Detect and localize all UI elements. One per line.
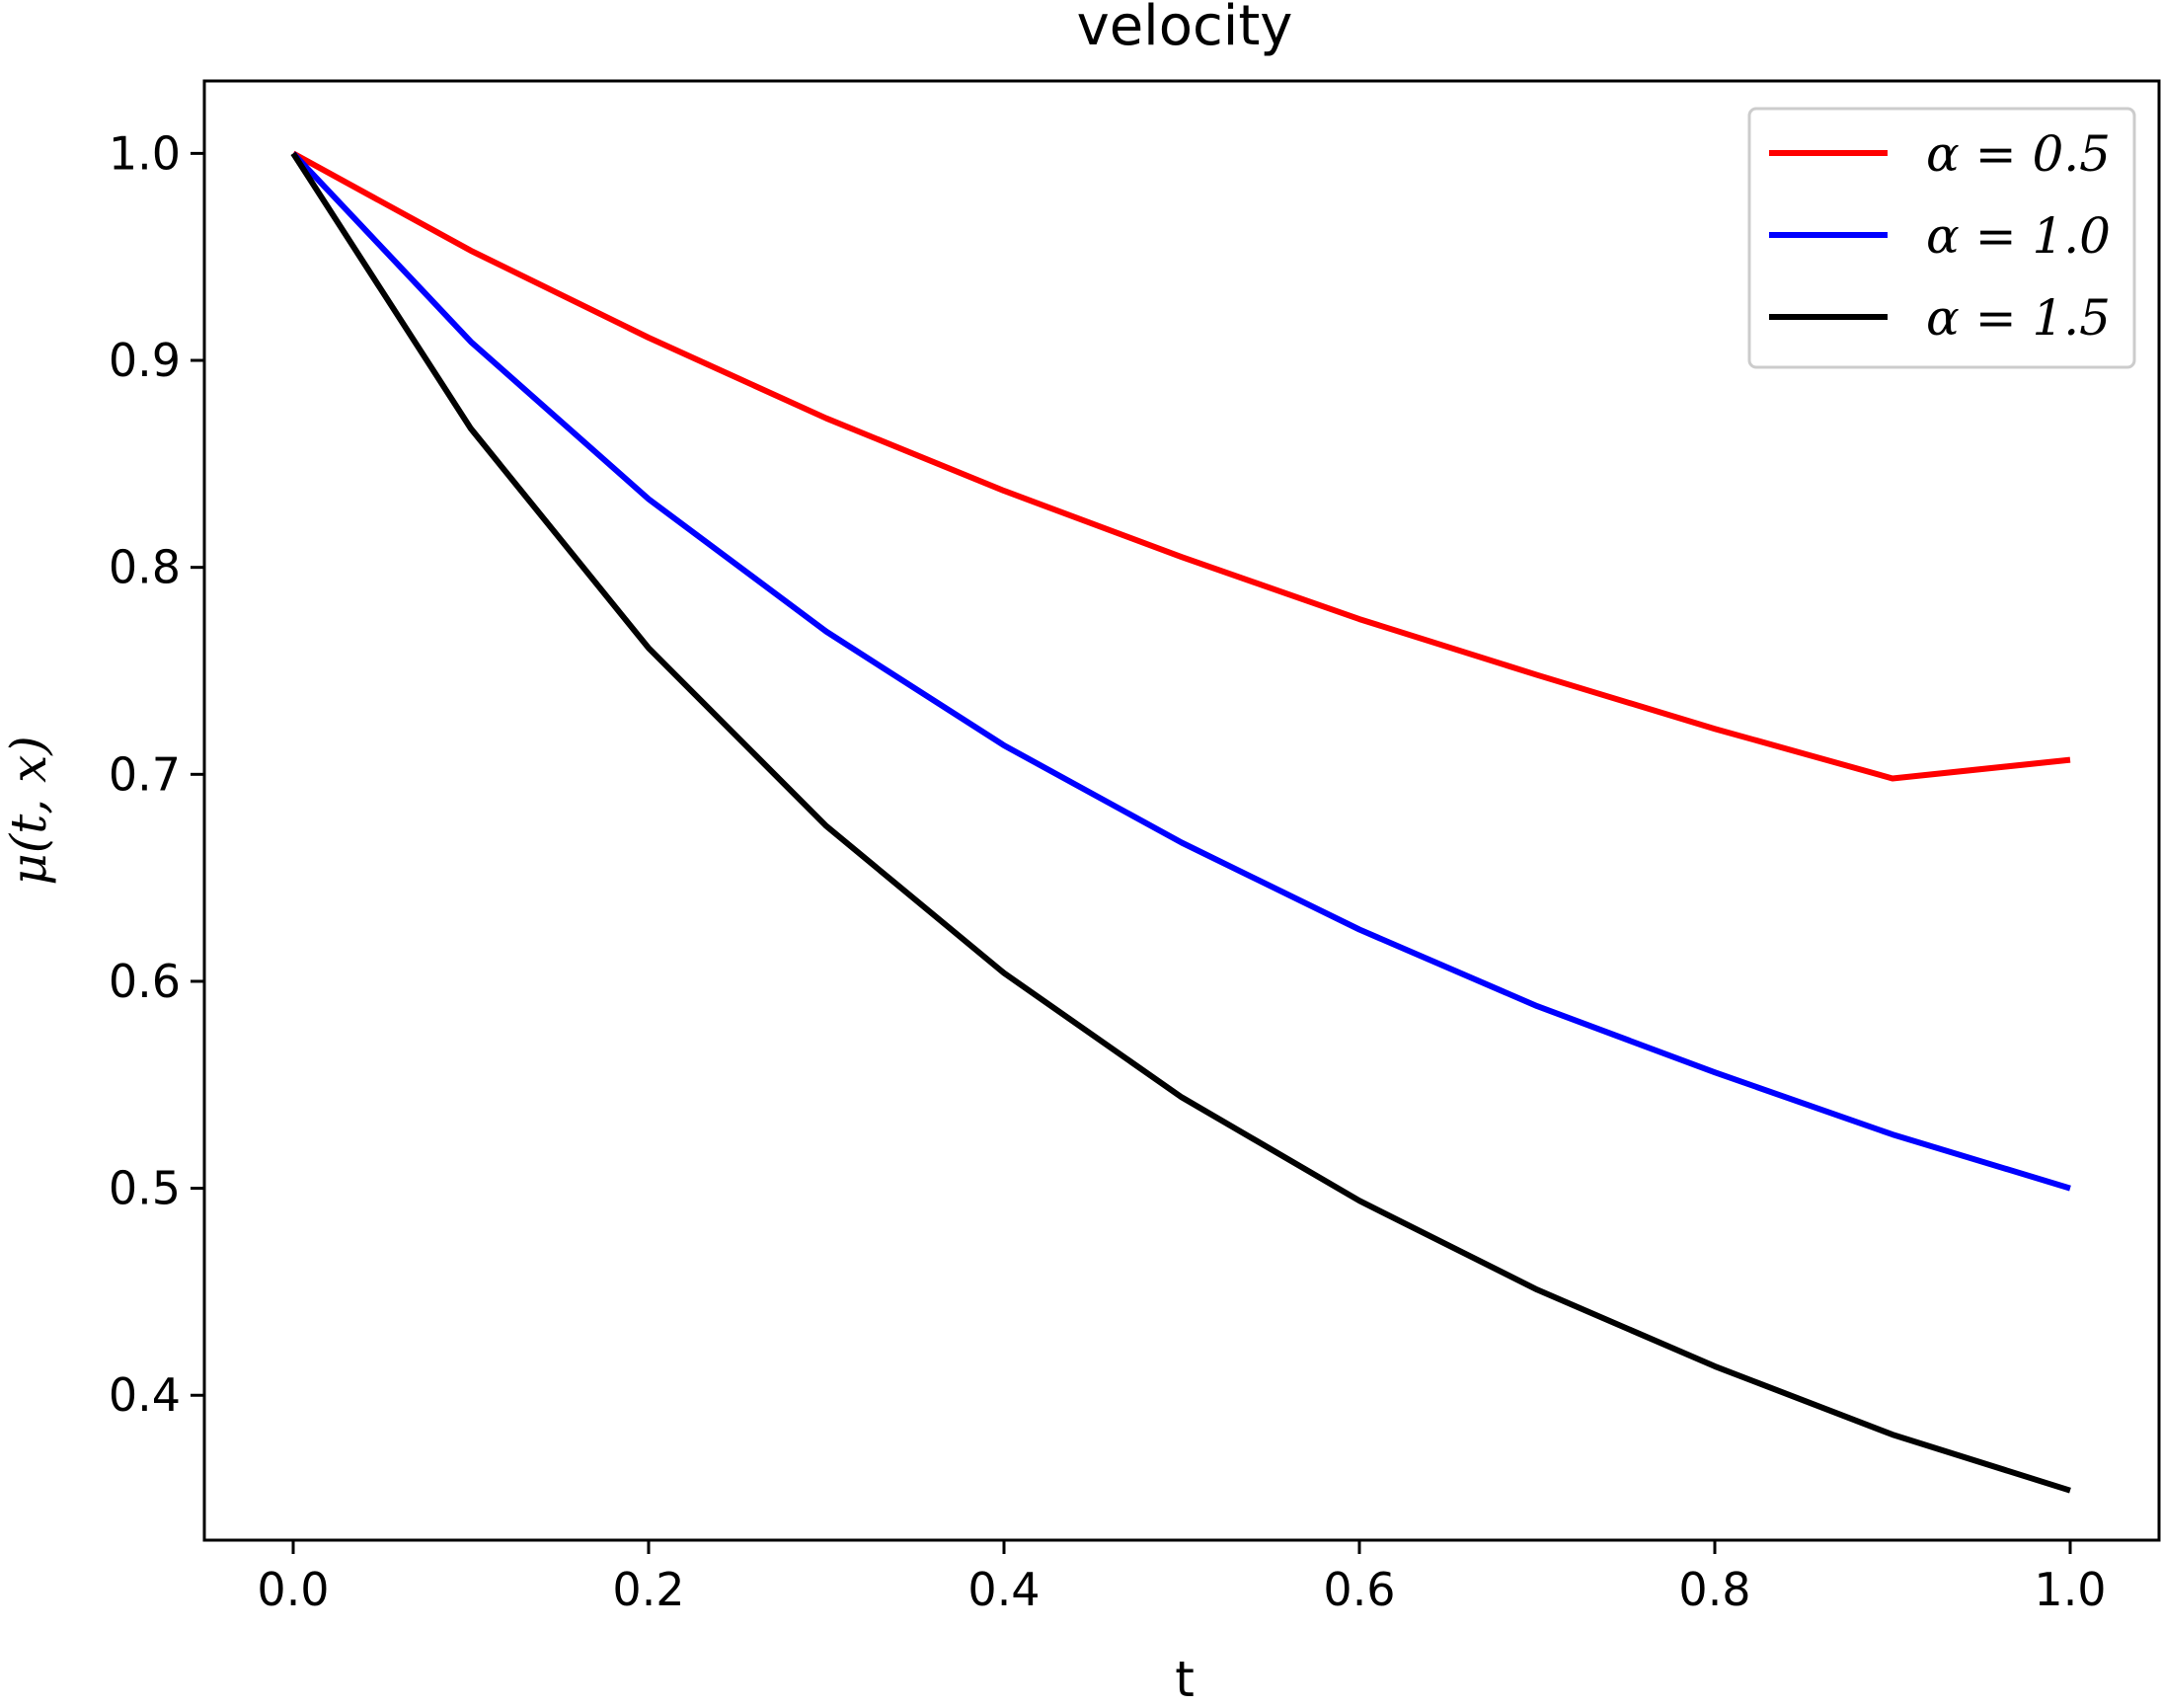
x-axis-label: t xyxy=(1175,1651,1195,1708)
x-tick-label: 0.8 xyxy=(1678,1563,1750,1616)
legend: α = 0.5 α = 1.0 α = 1.5 xyxy=(1747,107,2136,369)
series-line-3 xyxy=(290,151,2071,1494)
y-tick-label: 0.7 xyxy=(109,747,181,801)
axes-frame xyxy=(202,79,2161,1542)
series-line-2 xyxy=(290,151,2071,1192)
x-tick-label: 1.0 xyxy=(2034,1563,2106,1616)
y-tick-label: 1.0 xyxy=(109,126,181,180)
x-tick-label: 0.0 xyxy=(257,1563,329,1616)
x-tick-label: 0.6 xyxy=(1323,1563,1395,1616)
y-axis: 0.4 0.5 0.6 0.7 0.8 0.9 1.0 xyxy=(109,126,204,1422)
x-tick-label: 0.4 xyxy=(967,1563,1040,1616)
y-tick-label: 0.8 xyxy=(109,541,181,594)
legend-label: α = 0.5 xyxy=(1926,125,2111,183)
y-tick-label: 0.9 xyxy=(109,334,181,387)
x-axis: 0.0 0.2 0.4 0.6 0.8 1.0 xyxy=(257,1540,2107,1616)
legend-label: α = 1.0 xyxy=(1926,207,2111,265)
series-line-1 xyxy=(291,150,2071,782)
legend-box xyxy=(1747,107,2136,369)
plot-area xyxy=(290,150,2071,1494)
legend-label: α = 1.5 xyxy=(1926,289,2111,347)
y-axis-label: μ(t, x) xyxy=(0,736,57,886)
chart-title: velocity xyxy=(1077,0,1293,58)
x-tick-label: 0.2 xyxy=(612,1563,684,1616)
y-tick-label: 0.6 xyxy=(109,955,181,1008)
y-tick-label: 0.4 xyxy=(109,1368,181,1422)
y-tick-label: 0.5 xyxy=(109,1162,181,1215)
